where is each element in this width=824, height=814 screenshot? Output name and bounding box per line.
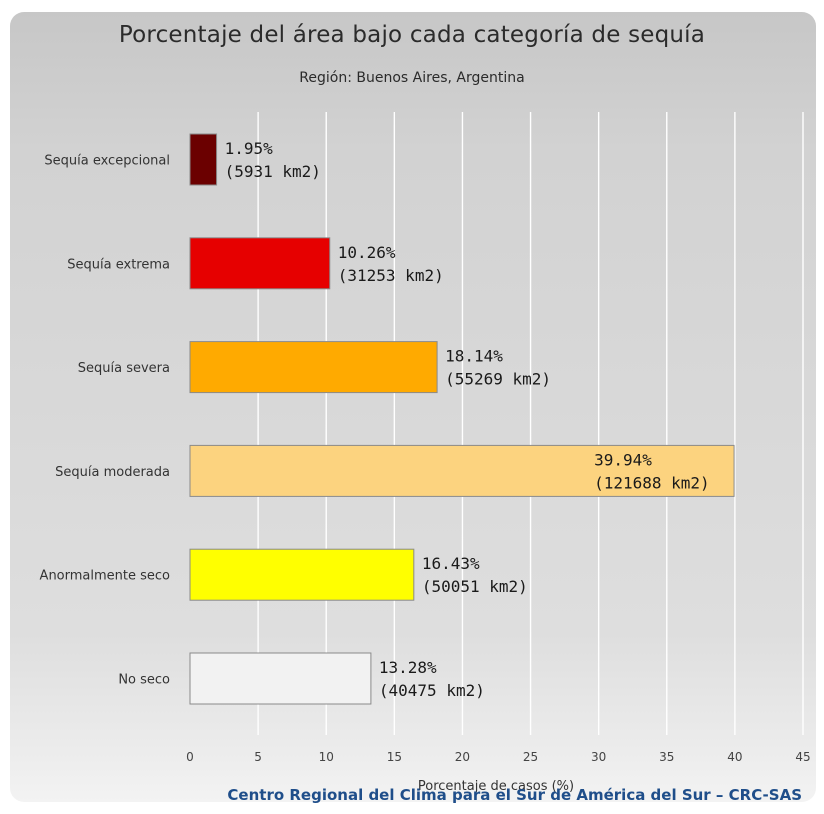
x-tick-label-4: 20 (455, 750, 470, 764)
bar-2 (189, 341, 438, 394)
area-label-3: (121688 km2) (594, 473, 710, 492)
area-label-4: (50051 km2) (422, 577, 528, 596)
area-label-1: (31253 km2) (338, 266, 444, 285)
value-label-0: 1.95% (225, 139, 274, 158)
category-label-2: Sequía severa (78, 361, 170, 376)
value-label-3: 39.94% (594, 450, 652, 469)
chart-title: Porcentaje del área bajo cada categoría … (118, 22, 706, 48)
area-label-2: (55269 km2) (445, 370, 551, 389)
x-axis-title: Porcentaje de casos (%) (418, 779, 574, 794)
bar-1 (189, 237, 331, 290)
category-label-1: Sequía extrema (67, 257, 170, 272)
bar-3 (189, 444, 735, 497)
value-label-5: 13.28% (379, 658, 437, 677)
value-label-2: 18.14% (445, 347, 503, 366)
credit-footer: Centro Regional del Clima para el Sur de… (227, 786, 802, 804)
x-tick-label-0: 0 (186, 750, 194, 764)
x-tick-label-7: 35 (659, 750, 674, 764)
category-label-5: No seco (118, 673, 170, 688)
area-label-5: (40475 km2) (379, 681, 485, 700)
chart-frame (10, 12, 816, 802)
x-tick-label-2: 10 (319, 750, 334, 764)
x-tick-label-3: 15 (387, 750, 402, 764)
x-tick-label-8: 40 (727, 750, 742, 764)
bar-5 (189, 652, 372, 705)
bar-4 (189, 548, 415, 601)
value-label-1: 10.26% (338, 243, 396, 262)
x-tick-label-6: 30 (591, 750, 606, 764)
category-label-4: Anormalmente seco (40, 569, 170, 584)
category-label-3: Sequía moderada (55, 465, 170, 480)
x-tick-label-1: 5 (254, 750, 262, 764)
value-label-4: 16.43% (422, 554, 480, 573)
chart-subtitle: Región: Buenos Aires, Argentina (299, 70, 525, 86)
area-label-0: (5931 km2) (225, 162, 321, 181)
bar-0 (189, 133, 218, 186)
category-label-0: Sequía excepcional (44, 154, 170, 169)
x-tick-label-5: 25 (523, 750, 538, 764)
x-tick-label-9: 45 (795, 750, 810, 764)
